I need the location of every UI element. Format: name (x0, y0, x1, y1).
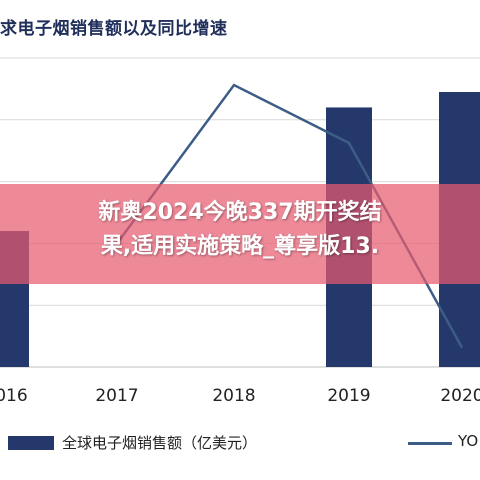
overlay-text: 新奥2024今晚337期开奖结 果,适用实施策略_尊享版13. (0, 196, 480, 264)
x-tick-2019: 2019 (327, 386, 370, 406)
chart-title: 求电子烟销售额以及同比增速 (0, 19, 228, 39)
legend-bar-swatch (8, 436, 54, 450)
x-tick-2020: 2020 (440, 386, 480, 406)
legend-bar-label: 全球电子烟销售额（亿美元） (62, 434, 258, 452)
overlay-line-1: 新奥2024今晚337期开奖结 (98, 200, 382, 225)
x-tick-labels: 2016 2017 2018 2019 2020 (0, 386, 480, 406)
x-tick-2018: 2018 (212, 386, 255, 406)
overlay-line-2: 果,适用实施策略_尊享版13. (100, 234, 380, 259)
legend-line-label: YO (458, 432, 479, 450)
overlay-banner (0, 184, 480, 284)
legend-line-swatch (408, 442, 452, 445)
legend: 全球电子烟销售额（亿美元） YO (0, 428, 480, 458)
x-tick-2016: 2016 (0, 386, 28, 406)
x-tick-2017: 2017 (95, 386, 138, 406)
